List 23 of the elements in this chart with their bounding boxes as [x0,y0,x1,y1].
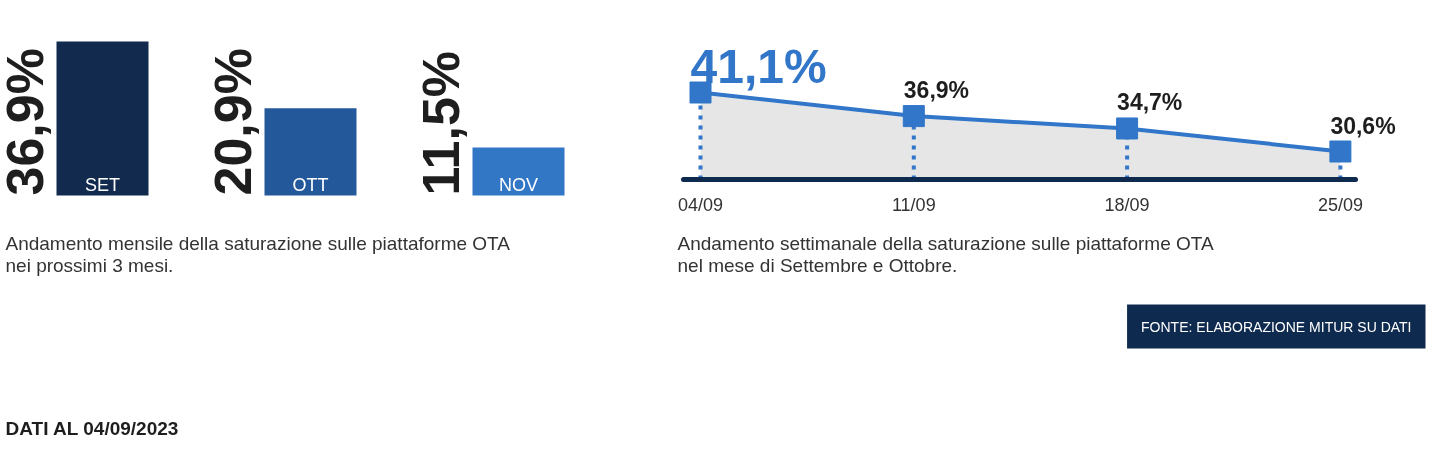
annotation: FONTE: ELABORAZIONE MITUR SU DATI [1141,318,1412,335]
data-label: 36,9% [0,48,54,196]
data-label: 20,9% [203,48,262,196]
x-tick-label: OTT [292,174,329,195]
text: DATI AL 04/09/2023 [5,418,179,439]
point [1329,140,1352,163]
x-tick-label: 04/09 [677,194,724,215]
annotation: Andamento settimanale della saturazione sulle piattaforme OTA [677,233,1214,254]
x-tick-label: NOV [499,174,539,195]
data-label: 30,6% [1330,112,1396,139]
annotation: nel mese di Settembre e Ottobre. [677,255,958,276]
text: Andamento mensile della saturazione sulle piattaforme OTA [5,233,511,254]
data-label: 34,7% [1117,89,1183,116]
data-label: 36,9% [903,77,970,104]
text: nei prossimi 3 mesi. [5,255,174,276]
x-tick-label: 25/09 [1317,194,1363,215]
x-tick-label: 11/09 [891,194,936,215]
point [1116,117,1139,140]
x-tick-label: 18/09 [1104,194,1150,215]
data-label: 41,1% [690,40,827,93]
x-tick-label: SET [85,174,121,195]
data-label: 11,5% [411,50,470,196]
point [902,105,925,128]
